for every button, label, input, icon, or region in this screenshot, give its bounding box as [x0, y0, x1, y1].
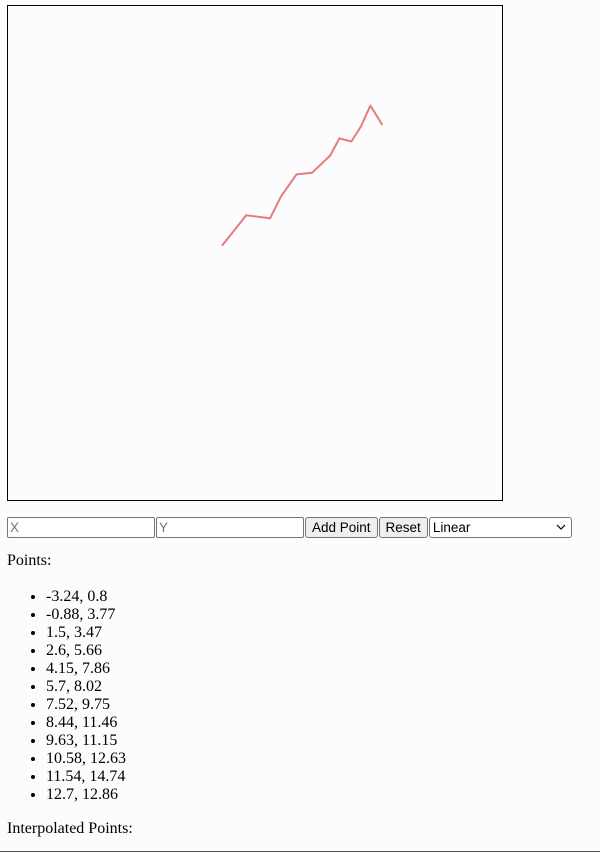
point-list-item: 1.5, 3.47 — [46, 624, 126, 642]
interpolated-points-heading: Interpolated Points: — [7, 820, 133, 837]
interpolation-method-select[interactable]: Linear — [428, 516, 572, 538]
point-list-item: 8.44, 11.46 — [46, 714, 126, 732]
reset-button[interactable]: Reset — [378, 516, 428, 538]
point-list-item: 2.6, 5.66 — [46, 642, 126, 660]
y-input[interactable] — [156, 516, 304, 538]
point-list-item: 12.7, 12.86 — [46, 786, 126, 804]
plot-canvas[interactable] — [7, 5, 503, 501]
point-list-item: 9.63, 11.15 — [46, 732, 126, 750]
interpolation-curve — [221, 104, 383, 246]
controls-bar: Add Point Reset Linear — [7, 516, 572, 538]
plot-svg — [221, 104, 383, 246]
point-list-item: -3.24, 0.8 — [46, 588, 126, 606]
x-input[interactable] — [7, 516, 155, 538]
chevron-down-icon — [556, 524, 566, 530]
point-list-item: 5.7, 8.02 — [46, 678, 126, 696]
bottom-divider — [0, 851, 600, 852]
add-point-button[interactable]: Add Point — [305, 516, 378, 538]
point-list-item: 4.15, 7.86 — [46, 660, 126, 678]
point-list-item: -0.88, 3.77 — [46, 606, 126, 624]
points-list: -3.24, 0.8-0.88, 3.771.5, 3.472.6, 5.664… — [7, 588, 126, 804]
method-selected-value: Linear — [432, 519, 471, 535]
points-heading: Points: — [7, 552, 52, 569]
point-list-item: 10.58, 12.63 — [46, 750, 126, 768]
point-list-item: 7.52, 9.75 — [46, 696, 126, 714]
point-list-item: 11.54, 14.74 — [46, 768, 126, 786]
